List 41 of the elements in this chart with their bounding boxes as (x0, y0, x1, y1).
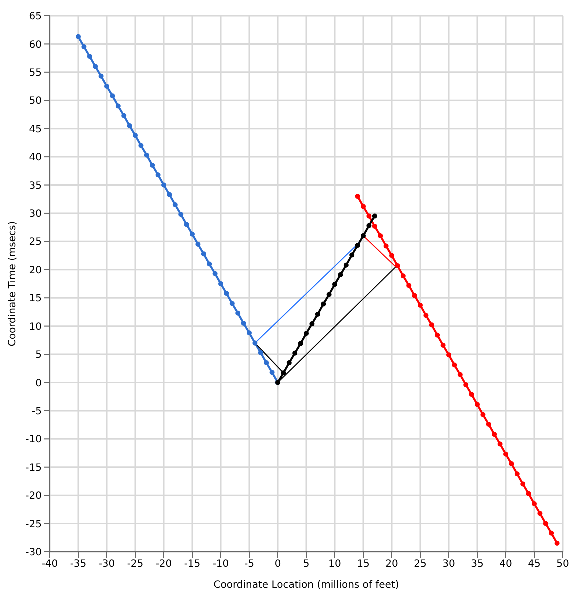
x-tick-label: 0 (274, 559, 282, 570)
x-tick-label: 35 (471, 559, 484, 570)
x-tick-label: -10 (212, 559, 230, 570)
y-tick-label: 10 (29, 322, 42, 333)
y-tick-label: 30 (29, 209, 42, 220)
x-tick-label: -15 (184, 559, 201, 570)
y-tick-label: 15 (29, 294, 42, 305)
y-tick-label: 40 (29, 152, 42, 164)
x-tick-label: -5 (244, 559, 254, 570)
x-tick-label: 45 (528, 559, 541, 570)
y-tick-label: 55 (29, 68, 42, 79)
y-tick-label: -10 (26, 434, 42, 446)
x-tick-label: 10 (328, 559, 342, 570)
y-tick-label: 25 (29, 237, 42, 248)
y-tick-label: 5 (36, 350, 42, 362)
x-tick-label: 25 (414, 559, 427, 570)
x-tick-label: 30 (442, 559, 456, 570)
y-tick-label: -25 (26, 519, 42, 530)
y-tick-label: 60 (29, 40, 42, 51)
x-tick-label: -25 (127, 559, 144, 570)
y-tick-label: 35 (29, 180, 42, 192)
x-tick-label: 5 (303, 559, 310, 570)
y-tick-label: -15 (26, 462, 42, 474)
x-tick-label: -40 (42, 559, 58, 570)
y-axis-title: Coordinate Time (msecs) (8, 221, 19, 347)
x-tick-label: 40 (500, 559, 512, 570)
y-tick-label: -20 (26, 491, 42, 502)
x-axis-title: Coordinate Location (millions of feet) (214, 580, 400, 591)
y-tick-label: 45 (29, 124, 42, 136)
y-tick-label: 0 (36, 378, 42, 390)
y-tick-label: -5 (32, 406, 42, 418)
x-tick-label: 20 (386, 559, 398, 570)
y-tick-label: -30 (26, 548, 42, 559)
x-tick-label: 50 (556, 559, 570, 570)
y-tick-label: 65 (29, 12, 42, 23)
x-tick-label: -20 (156, 559, 172, 570)
x-tick-label: -30 (98, 559, 116, 570)
x-tick-label: 15 (357, 559, 370, 570)
y-tick-label: 50 (29, 96, 42, 108)
y-tick-label: 20 (29, 265, 42, 276)
x-tick-label: -35 (70, 559, 87, 570)
